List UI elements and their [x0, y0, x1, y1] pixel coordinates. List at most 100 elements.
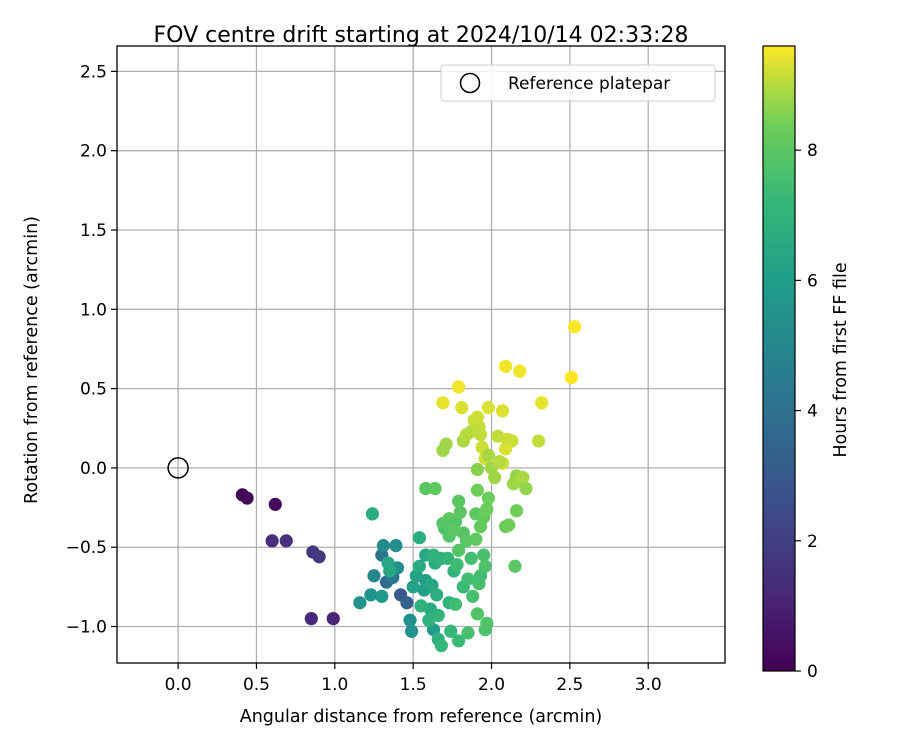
data-point [452, 543, 466, 557]
data-point [447, 523, 461, 537]
chart-title: FOV centre drift starting at 2024/10/14 … [154, 23, 689, 48]
data-point [453, 505, 467, 519]
colorbar-label: Hours from first FF file [831, 262, 851, 457]
colorbar-tick-label: 0 [807, 662, 818, 682]
data-point [400, 596, 414, 610]
data-point [452, 380, 466, 394]
data-point [430, 588, 444, 602]
data-point [326, 611, 340, 626]
data-point [389, 539, 403, 553]
data-point [455, 401, 469, 415]
y-tick-label: 1.0 [80, 300, 107, 320]
data-point [519, 481, 533, 496]
colorbar-tick-label: 2 [807, 532, 818, 552]
data-point [441, 551, 455, 565]
data-point [461, 626, 475, 640]
data-point [436, 396, 450, 410]
data-point [422, 613, 436, 627]
data-point [414, 599, 428, 613]
data-point [403, 613, 417, 627]
data-point [452, 494, 466, 508]
y-axis-ticks: −1.0 −0.5 0.0 0.5 1.0 1.5 2.0 2.5 [66, 62, 117, 638]
data-point [434, 638, 448, 653]
scatter-points [235, 320, 582, 653]
data-point [404, 624, 419, 638]
data-point [470, 462, 485, 477]
data-point [516, 470, 530, 485]
data-point [364, 588, 378, 602]
data-point [450, 558, 464, 572]
data-point [412, 531, 427, 545]
data-point [428, 481, 442, 496]
data-point [312, 550, 326, 564]
data-point [495, 404, 510, 418]
y-tick-label: 0.0 [80, 459, 107, 479]
plot-frame [116, 45, 726, 664]
data-point [478, 559, 492, 573]
data-point [419, 481, 433, 496]
y-tick-label: 0.5 [80, 380, 107, 400]
colorbar [762, 45, 796, 672]
data-point [481, 401, 495, 415]
data-point [240, 491, 254, 505]
data-point [480, 616, 494, 630]
data-point [452, 634, 466, 648]
colorbar-tick-label: 6 [807, 271, 818, 291]
grid [117, 46, 725, 663]
x-tick-label: 2.5 [556, 675, 583, 695]
data-point [444, 624, 458, 638]
data-point [481, 491, 495, 505]
data-point [470, 607, 485, 621]
legend-box [440, 64, 716, 102]
legend-label: Reference platepar [508, 74, 670, 94]
colorbar-tick-label: 8 [807, 141, 818, 161]
x-axis-label: Angular distance from reference (arcmin) [240, 707, 603, 727]
x-tick-label: 0.5 [243, 675, 270, 695]
data-point [564, 370, 579, 385]
data-point [480, 502, 494, 516]
data-point [383, 564, 397, 578]
x-tick-label: 2.0 [478, 675, 505, 695]
data-point [466, 589, 480, 603]
y-tick-label: −0.5 [66, 538, 107, 558]
data-point [488, 470, 502, 485]
x-tick-label: 1.5 [400, 675, 427, 695]
x-tick-label: 3.0 [635, 675, 662, 695]
data-point [436, 516, 450, 531]
data-point [470, 483, 485, 497]
legend-reference-marker [459, 72, 481, 94]
y-tick-label: −1.0 [66, 618, 107, 638]
data-point [567, 320, 582, 334]
data-point [473, 427, 488, 442]
y-axis-label: Rotation from reference (arcmin) [22, 216, 42, 504]
data-point [353, 596, 367, 610]
data-point [268, 497, 282, 511]
legend: Reference platepar [440, 64, 716, 102]
data-point [375, 589, 389, 603]
data-point [464, 551, 478, 565]
y-tick-label: 1.5 [80, 221, 107, 241]
data-point [265, 534, 279, 548]
x-axis-ticks: 0.0 0.5 1.0 1.5 2.0 2.5 3.0 [165, 663, 662, 695]
y-tick-label: 2.5 [80, 62, 107, 82]
data-point [531, 434, 546, 448]
data-point [367, 569, 381, 583]
data-point [469, 532, 483, 546]
data-point [509, 504, 524, 518]
data-point [304, 611, 318, 626]
data-point [502, 518, 516, 532]
data-point [412, 559, 427, 573]
data-point [513, 364, 527, 378]
x-tick-label: 0.0 [165, 675, 192, 695]
reference-point [167, 457, 189, 479]
y-tick-label: 2.0 [80, 142, 107, 162]
data-point [365, 507, 380, 521]
data-point [499, 359, 513, 373]
x-tick-label: 1.0 [321, 675, 348, 695]
data-point [481, 448, 495, 462]
colorbar-tick-label: 4 [807, 402, 818, 422]
data-point [535, 396, 549, 410]
data-point [426, 548, 441, 562]
data-point [508, 559, 522, 573]
